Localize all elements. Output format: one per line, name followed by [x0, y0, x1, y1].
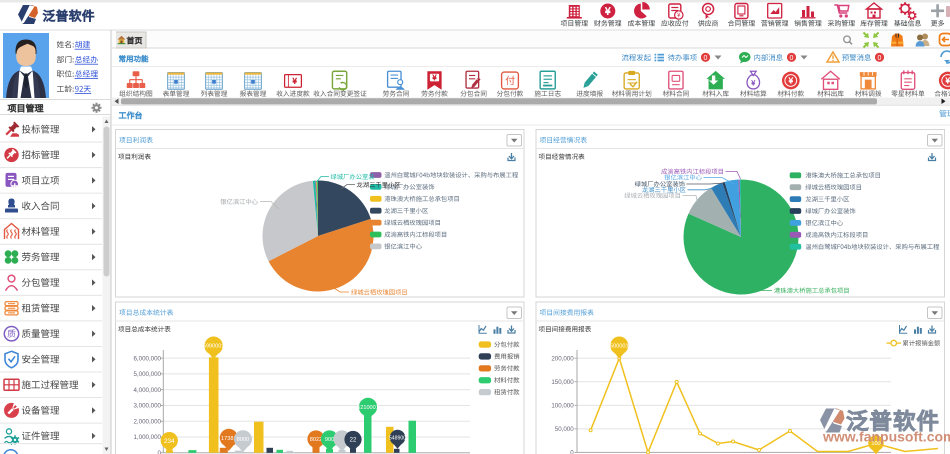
- svg-text:100,000: 100,000: [551, 403, 574, 410]
- svg-text:50,000: 50,000: [555, 426, 574, 433]
- svg-text:8000: 8000: [237, 437, 249, 443]
- svg-text:900: 900: [325, 437, 334, 443]
- svg-text:3,000,000: 3,000,000: [133, 403, 161, 410]
- svg-text:0: 0: [790, 55, 794, 62]
- svg-text:0: 0: [158, 450, 162, 454]
- svg-text:0: 0: [878, 55, 882, 62]
- svg-text:www.fanpusoft.com: www.fanpusoft.com: [822, 429, 950, 445]
- svg-text:500001: 500001: [610, 344, 629, 350]
- svg-text:22: 22: [350, 438, 357, 444]
- svg-text:150,000: 150,000: [551, 379, 574, 386]
- svg-text:8022: 8022: [310, 437, 322, 443]
- svg-text:6,000,000: 6,000,000: [133, 355, 161, 362]
- svg-text:548900: 548900: [389, 435, 406, 441]
- svg-text:2,000,000: 2,000,000: [133, 418, 161, 425]
- svg-text:1,000,000: 1,000,000: [133, 434, 161, 441]
- svg-text:5,000,000: 5,000,000: [133, 371, 161, 378]
- svg-text:234: 234: [164, 438, 175, 445]
- svg-text:4,000,000: 4,000,000: [133, 387, 161, 394]
- svg-text:200,000: 200,000: [551, 355, 574, 362]
- svg-text:17381: 17381: [221, 436, 237, 442]
- svg-text:5210001: 5210001: [357, 405, 379, 411]
- svg-text:100: 100: [871, 441, 880, 447]
- svg-text:0: 0: [704, 55, 708, 62]
- svg-text:0: 0: [570, 450, 574, 454]
- svg-text:5990001: 5990001: [203, 344, 225, 350]
